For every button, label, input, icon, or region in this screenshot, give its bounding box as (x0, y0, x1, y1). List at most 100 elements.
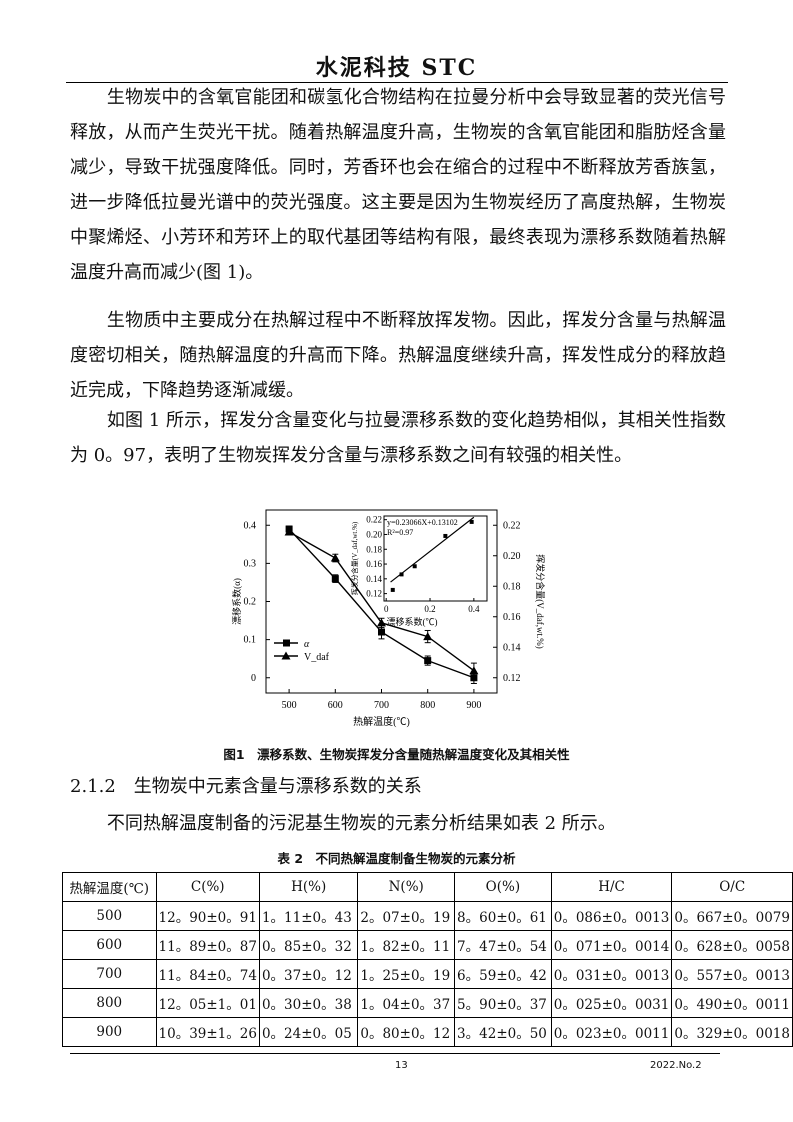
table-cell: 1。82±0。11 (357, 930, 456, 960)
inset-y-tick-label: 0.14 (366, 574, 382, 584)
legend-label: α (304, 639, 310, 650)
y-tick-label: 0.3 (244, 558, 257, 569)
table-row: 600 11。89±0。87 0。85±0。32 1。82±0。11 7。47±0。54… (62, 930, 793, 960)
table-cell: 0。37±0。12 (258, 959, 359, 989)
paragraph-3: 如图 1 所示，挥发分含量变化与拉曼漂移系数的变化趋势相似，其相关性指数为 0。… (70, 410, 726, 466)
x-tick-label: 700 (374, 700, 389, 711)
table-cell: 0。30±0。38 (258, 988, 359, 1018)
y2-tick-label: 0.20 (503, 551, 521, 562)
inset-x-label: 漂移系数(℃) (387, 616, 438, 627)
legend-square (283, 639, 290, 647)
data-point-square (331, 575, 339, 583)
inset-y-tick-label: 0.22 (366, 515, 382, 525)
table-cell: 900 (62, 1017, 157, 1047)
paragraph-1: 生物炭中的含氧官能团和碳氢化合物结构在拉曼分析中会导致显著的荧光信号释放，从而产… (70, 87, 726, 283)
issue-label: 2022.No.2 (650, 1060, 702, 1071)
inset-y-tick-label: 0.18 (366, 544, 382, 554)
legend-label: V_daf (304, 652, 330, 663)
footer-rule (70, 1053, 720, 1054)
fit-equation: y=0.23066X+0.13102 (387, 518, 458, 527)
column-header: H(%) (258, 872, 359, 902)
legend-triangle (281, 651, 291, 660)
page-number: 13 (395, 1060, 408, 1071)
data-point-triangle (377, 618, 386, 627)
table-cell: 12。90±0。91 (155, 901, 260, 931)
paragraph-2: 生物质中主要成分在热解过程中不断释放挥发物。因此，挥发分含量与热解温度密切相关，… (70, 310, 726, 401)
table-cell: 10。39±1。26 (155, 1017, 260, 1047)
column-header: 热解温度(℃) (62, 872, 157, 902)
section-paragraph: 不同热解温度制备的污泥基生物炭的元素分析结果如表 2 所示。 (106, 813, 616, 834)
inset-y-label: 挥发分含量(V_daf,wt.%) (350, 521, 359, 595)
y2-axis-label: 挥发分含量(V_daf,wt.%) (535, 554, 546, 648)
x-axis-label: 热解温度(℃) (353, 715, 410, 728)
table-cell: 0。031±0。0013 (550, 959, 673, 989)
table-cell: 1。04±0。37 (357, 988, 456, 1018)
table-caption: 表 2 不同热解温度制备生物炭的元素分析 (277, 851, 516, 866)
inset-point (469, 519, 474, 524)
inset-frame (383, 515, 488, 602)
table-cell: 2。07±0。19 (357, 901, 456, 931)
x-tick-label: 600 (328, 700, 343, 711)
column-header: N(%) (357, 872, 456, 902)
data-point-triangle (284, 527, 294, 536)
table-cell: 0。329±0。0018 (671, 1017, 793, 1047)
data-point-triangle (330, 553, 340, 562)
inset-point (399, 572, 404, 577)
data-point-square (378, 628, 385, 636)
column-header: O(%) (454, 872, 552, 902)
table-cell: 3。42±0。50 (454, 1017, 552, 1047)
y-tick-label: 0.2 (244, 597, 257, 608)
header-rule (66, 82, 728, 83)
y-tick-label: 0.4 (244, 520, 257, 531)
figure-caption: 图1 漂移系数、生物炭挥发分含量随热解温度变化及其相关性 (223, 747, 570, 762)
data-point-triangle (423, 632, 433, 641)
table-cell: 0。628±0。0058 (671, 930, 793, 960)
table-cell: 12。05±1。01 (155, 988, 260, 1018)
table-cell: 0。071±0。0014 (550, 930, 673, 960)
table-cell: 700 (62, 959, 157, 989)
inset-x-tick-label: 0.4 (468, 604, 480, 614)
journal-header: 水泥科技 STC (315, 55, 478, 81)
table-cell: 5。90±0。37 (454, 988, 552, 1018)
table-cell: 0。24±0。05 (258, 1017, 359, 1047)
inset-x-tick-label: 0.2 (424, 604, 435, 614)
table-cell: 1。25±0。19 (357, 959, 456, 989)
table-cell: 6。59±0。42 (454, 959, 552, 989)
element-analysis-table: 热解温度(℃) C(%) H(%) N(%) O(%) H/C O/C 500 12。90±0… (62, 872, 793, 1047)
fit-line (390, 516, 475, 583)
x-tick-label: 500 (282, 700, 297, 711)
table-cell: 11。84±0。74 (155, 959, 260, 989)
table-cell: 600 (62, 930, 157, 960)
table-row: 800 12。05±1。01 0。30±0。38 1。04±0。37 5。90±0。37… (62, 988, 793, 1018)
y2-tick-label: 0.12 (503, 673, 521, 684)
table-row: 700 11。84±0。74 0。37±0。12 1。25±0。19 6。59±0。42… (62, 959, 793, 989)
table-cell: 7。47±0。54 (454, 930, 552, 960)
table-cell: 0。023±0。0011 (550, 1017, 673, 1047)
inset-x-tick-label: 0 (384, 604, 389, 614)
table-cell: 0。85±0。32 (258, 930, 359, 960)
data-point-square (424, 657, 432, 665)
table-cell: 8。60±0。61 (454, 901, 552, 931)
column-header: H/C (550, 872, 673, 902)
inset-y-tick-label: 0.20 (366, 529, 382, 539)
x-tick-label: 900 (466, 700, 481, 711)
column-header: O/C (671, 872, 793, 902)
table-cell: 11。89±0。87 (155, 930, 260, 960)
table-row: 900 10。39±1。26 0。24±0。05 0。80±0。12 3。42±0。50… (62, 1017, 793, 1047)
table-header-row: 热解温度(℃) C(%) H(%) N(%) O(%) H/C O/C (62, 872, 793, 902)
inset-point (390, 587, 395, 592)
section-heading: 2.1.2 生物炭中元素含量与漂移系数的关系 (70, 776, 422, 797)
table-cell: 1。11±0。43 (258, 901, 359, 931)
x-tick-label: 800 (420, 700, 435, 711)
y-tick-label: 0.1 (244, 635, 257, 646)
table-cell: 0。086±0。0013 (550, 901, 673, 931)
y2-tick-label: 0.14 (503, 642, 521, 653)
y2-tick-label: 0.18 (503, 581, 521, 592)
table-cell: 0。557±0。0013 (671, 959, 793, 989)
table-cell: 0。667±0。0079 (671, 901, 793, 931)
figure-1-chart: 500 600 700 800 900 0 0.1 0.2 0.3 0.4 0.12 0.14 0.16… (231, 509, 546, 728)
table-cell: 0。490±0。0011 (671, 988, 793, 1018)
inset-y-tick-label: 0.16 (366, 559, 382, 569)
y2-tick-label: 0.22 (503, 520, 521, 531)
column-header: C(%) (155, 872, 260, 902)
